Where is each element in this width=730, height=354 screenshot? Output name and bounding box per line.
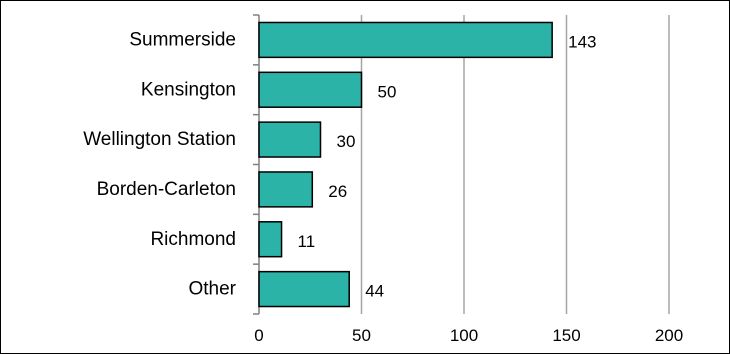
category-label-0: Summerside: [129, 29, 236, 50]
gridlines: [253, 14, 670, 315]
category-label-2: Wellington Station: [83, 129, 236, 150]
bar-4: [258, 221, 283, 258]
value-label-3: 26: [328, 182, 347, 201]
category-label-5: Other: [188, 279, 236, 300]
x-tick-label-2: 100: [450, 326, 478, 345]
bar-1: [258, 71, 363, 108]
bars: [258, 21, 553, 308]
value-label-1: 50: [378, 82, 397, 101]
category-labels: Summerside Kensington Wellington Station Bo…: [83, 29, 236, 299]
value-labels: 143 50 30 26 11 44: [298, 32, 597, 300]
value-label-2: 30: [337, 132, 356, 151]
category-label-3: Borden-Carleton: [97, 179, 236, 200]
x-tick-labels: 0 50 100 150 200: [254, 326, 683, 345]
category-label-1: Kensington: [141, 79, 236, 100]
x-tick-label-1: 50: [352, 326, 371, 345]
bar-5: [258, 270, 350, 308]
value-label-4: 11: [298, 232, 316, 251]
x-tick-label-0: 0: [254, 326, 263, 345]
bar-3: [258, 171, 314, 208]
category-label-4: Richmond: [150, 229, 236, 250]
bar-2: [258, 121, 322, 158]
x-tick-label-4: 200: [655, 326, 683, 345]
value-label-0: 143: [568, 32, 596, 51]
value-label-5: 44: [365, 282, 384, 301]
x-tick-label-3: 150: [552, 326, 580, 345]
bar-0: [258, 21, 553, 59]
